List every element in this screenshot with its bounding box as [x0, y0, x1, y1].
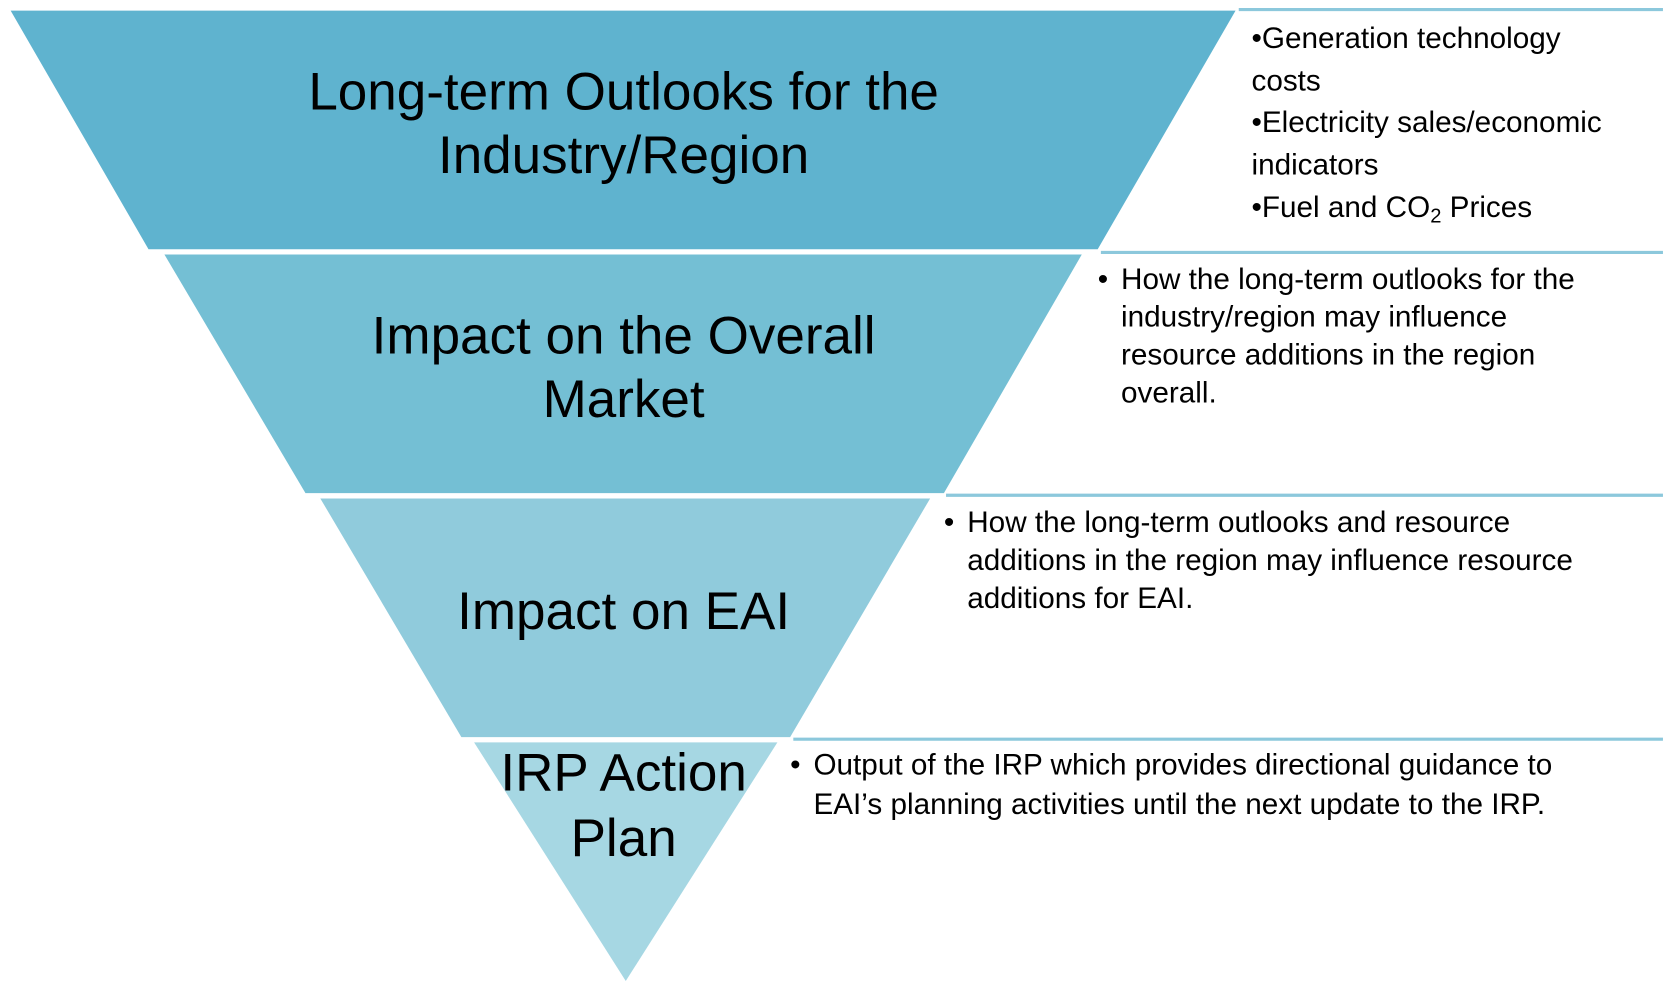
detail-line: •Generation technology: [1251, 22, 1560, 55]
level-title: Impact on the Overall: [372, 306, 876, 365]
detail-line: EAI’s planning activities until the next…: [813, 788, 1545, 821]
bullet: •: [790, 749, 800, 782]
detail-line: additions for EAI.: [967, 582, 1193, 615]
detail-text: •Fuel and CO: [1251, 191, 1430, 224]
detail-line: How the long-term outlooks and resource: [967, 506, 1510, 539]
detail-line: How the long-term outlooks for the: [1121, 263, 1575, 296]
level-title: IRP Action: [500, 743, 747, 802]
detail-line: overall.: [1121, 376, 1217, 409]
bullet: •: [1098, 263, 1108, 296]
level-band: [10, 10, 1236, 250]
detail-line: indicators: [1251, 148, 1378, 181]
detail-text: Prices: [1441, 191, 1532, 224]
detail-line: industry/region may influence: [1121, 301, 1507, 334]
level-band: [164, 254, 1082, 494]
level-title: Long-term Outlooks for the: [308, 62, 939, 121]
level-title: Industry/Region: [438, 126, 809, 185]
detail-line: resource additions in the region: [1121, 339, 1535, 372]
subscript: 2: [1430, 206, 1441, 228]
detail-line: •Fuel and CO2 Prices: [1251, 191, 1532, 228]
level-band: [474, 742, 778, 981]
level-title: Market: [543, 370, 705, 429]
level-title: Plan: [571, 809, 677, 868]
level-band: [320, 498, 931, 738]
level-title: Impact on EAI: [457, 582, 790, 641]
detail-line: additions in the region may influence re…: [967, 544, 1573, 577]
bullet-lists: • How the long-term outlooks for the indus…: [790, 263, 1575, 821]
detail-line: •Electricity sales/economic: [1251, 106, 1601, 139]
detail-line: Output of the IRP which provides directi…: [813, 749, 1552, 782]
detail-line: costs: [1251, 65, 1320, 98]
bullet: •: [944, 506, 954, 539]
